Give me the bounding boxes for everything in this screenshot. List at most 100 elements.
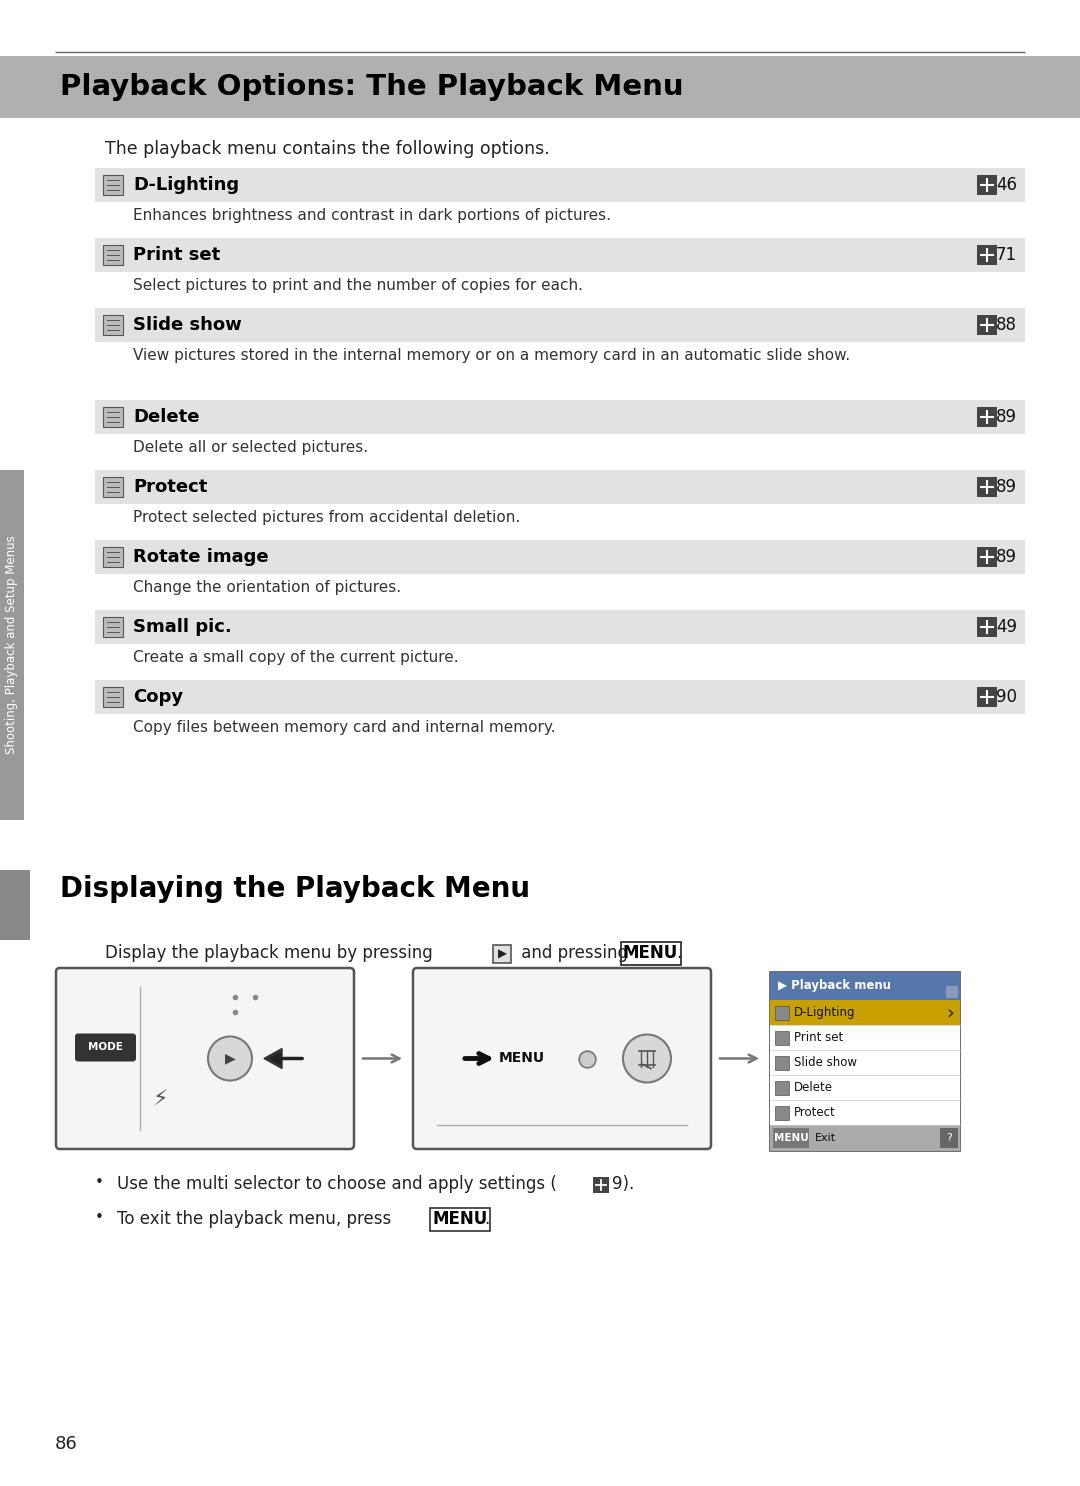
Text: Change the orientation of pictures.: Change the orientation of pictures.	[133, 580, 401, 594]
Text: To exit the playback menu, press: To exit the playback menu, press	[117, 1210, 396, 1227]
Text: Exit: Exit	[815, 1132, 836, 1143]
Text: ?: ?	[946, 1132, 951, 1143]
Text: Delete: Delete	[133, 409, 200, 426]
Bar	[977, 175, 997, 195]
Text: 88: 88	[996, 317, 1017, 334]
Text: View pictures stored in the internal memory or on a memory card in an automatic : View pictures stored in the internal mem…	[133, 348, 850, 363]
Bar	[0, 56, 1080, 117]
Text: ⚡: ⚡	[152, 1091, 167, 1110]
Bar	[95, 470, 1025, 504]
Bar	[103, 407, 123, 426]
Text: 89: 89	[996, 548, 1017, 566]
FancyBboxPatch shape	[56, 967, 354, 1149]
Text: •: •	[95, 1210, 104, 1224]
Bar	[770, 972, 960, 1000]
Text: D-Lighting: D-Lighting	[133, 175, 239, 195]
Text: Protect: Protect	[133, 478, 207, 496]
Bar	[977, 315, 997, 334]
Bar	[103, 245, 123, 265]
Text: •: •	[95, 1175, 104, 1190]
Bar	[775, 1080, 789, 1095]
Text: Delete: Delete	[794, 1080, 833, 1094]
Bar	[492, 945, 511, 963]
Text: Copy: Copy	[133, 688, 184, 706]
FancyBboxPatch shape	[75, 1033, 136, 1061]
Text: MENU: MENU	[773, 1132, 808, 1143]
Text: .: .	[676, 944, 681, 961]
Text: Create a small copy of the current picture.: Create a small copy of the current pictu…	[133, 649, 459, 666]
Bar	[770, 1051, 960, 1074]
Bar	[0, 470, 24, 820]
Bar	[103, 315, 123, 334]
Text: Small pic.: Small pic.	[133, 618, 232, 636]
Text: Select pictures to print and the number of copies for each.: Select pictures to print and the number …	[133, 278, 583, 293]
Text: 89: 89	[996, 409, 1017, 426]
Bar	[977, 407, 997, 426]
Bar	[95, 539, 1025, 574]
Text: The playback menu contains the following options.: The playback menu contains the following…	[105, 140, 550, 158]
Bar	[977, 245, 997, 265]
Bar	[770, 1000, 960, 1025]
Text: MENU: MENU	[432, 1210, 487, 1227]
Circle shape	[208, 1037, 252, 1080]
Bar	[95, 609, 1025, 643]
Bar	[775, 1106, 789, 1119]
Text: 9).: 9).	[612, 1175, 634, 1193]
Bar	[770, 1125, 960, 1152]
Text: MENU: MENU	[623, 944, 678, 961]
Bar	[103, 687, 123, 707]
Bar	[977, 687, 997, 707]
Text: Print set: Print set	[133, 247, 220, 265]
Bar	[977, 477, 997, 496]
Text: Print set: Print set	[794, 1031, 843, 1045]
Text: Playback Options: The Playback Menu: Playback Options: The Playback Menu	[60, 73, 684, 101]
FancyBboxPatch shape	[413, 967, 711, 1149]
Text: Enhances brightness and contrast in dark portions of pictures.: Enhances brightness and contrast in dark…	[133, 208, 611, 223]
Bar	[770, 1100, 960, 1125]
Circle shape	[623, 1034, 671, 1082]
Bar	[977, 617, 997, 637]
Bar	[0, 869, 30, 941]
Bar	[95, 238, 1025, 272]
Bar	[103, 547, 123, 568]
Text: Rotate image: Rotate image	[133, 548, 269, 566]
Text: Display the playback menu by pressing: Display the playback menu by pressing	[105, 944, 438, 961]
Bar	[103, 477, 123, 496]
Text: Delete all or selected pictures.: Delete all or selected pictures.	[133, 440, 368, 455]
Bar	[775, 1030, 789, 1045]
Polygon shape	[264, 1049, 282, 1068]
Text: 71: 71	[996, 247, 1017, 265]
Bar	[95, 400, 1025, 434]
Bar	[103, 175, 123, 195]
Text: .: .	[484, 1210, 489, 1227]
Bar	[770, 972, 960, 1152]
Text: Displaying the Playback Menu: Displaying the Playback Menu	[60, 875, 530, 903]
Text: MENU: MENU	[499, 1052, 545, 1065]
Text: MODE: MODE	[87, 1043, 122, 1052]
Text: ›: ›	[946, 1003, 954, 1022]
Text: 46: 46	[996, 175, 1017, 195]
Bar	[946, 987, 958, 999]
Text: Slide show: Slide show	[133, 317, 242, 334]
Text: ▶ Playback menu: ▶ Playback menu	[778, 979, 891, 993]
Text: Use the multi selector to choose and apply settings (: Use the multi selector to choose and app…	[117, 1175, 557, 1193]
Bar	[103, 617, 123, 637]
Text: Slide show: Slide show	[794, 1057, 858, 1068]
Bar	[593, 1177, 609, 1193]
Bar	[977, 547, 997, 568]
Text: Copy files between memory card and internal memory.: Copy files between memory card and inter…	[133, 721, 555, 736]
Bar	[940, 1128, 958, 1149]
Bar	[770, 1074, 960, 1100]
Text: 49: 49	[996, 618, 1017, 636]
Bar	[95, 681, 1025, 713]
Text: ▶: ▶	[498, 948, 507, 960]
Text: 89: 89	[996, 478, 1017, 496]
Text: Protect selected pictures from accidental deletion.: Protect selected pictures from accidenta…	[133, 510, 521, 525]
Bar	[770, 1025, 960, 1051]
Text: D-Lighting: D-Lighting	[794, 1006, 855, 1019]
Bar	[775, 1006, 789, 1019]
Bar	[773, 1128, 809, 1149]
Text: 86: 86	[55, 1435, 78, 1453]
Bar	[95, 168, 1025, 202]
Bar	[775, 1055, 789, 1070]
